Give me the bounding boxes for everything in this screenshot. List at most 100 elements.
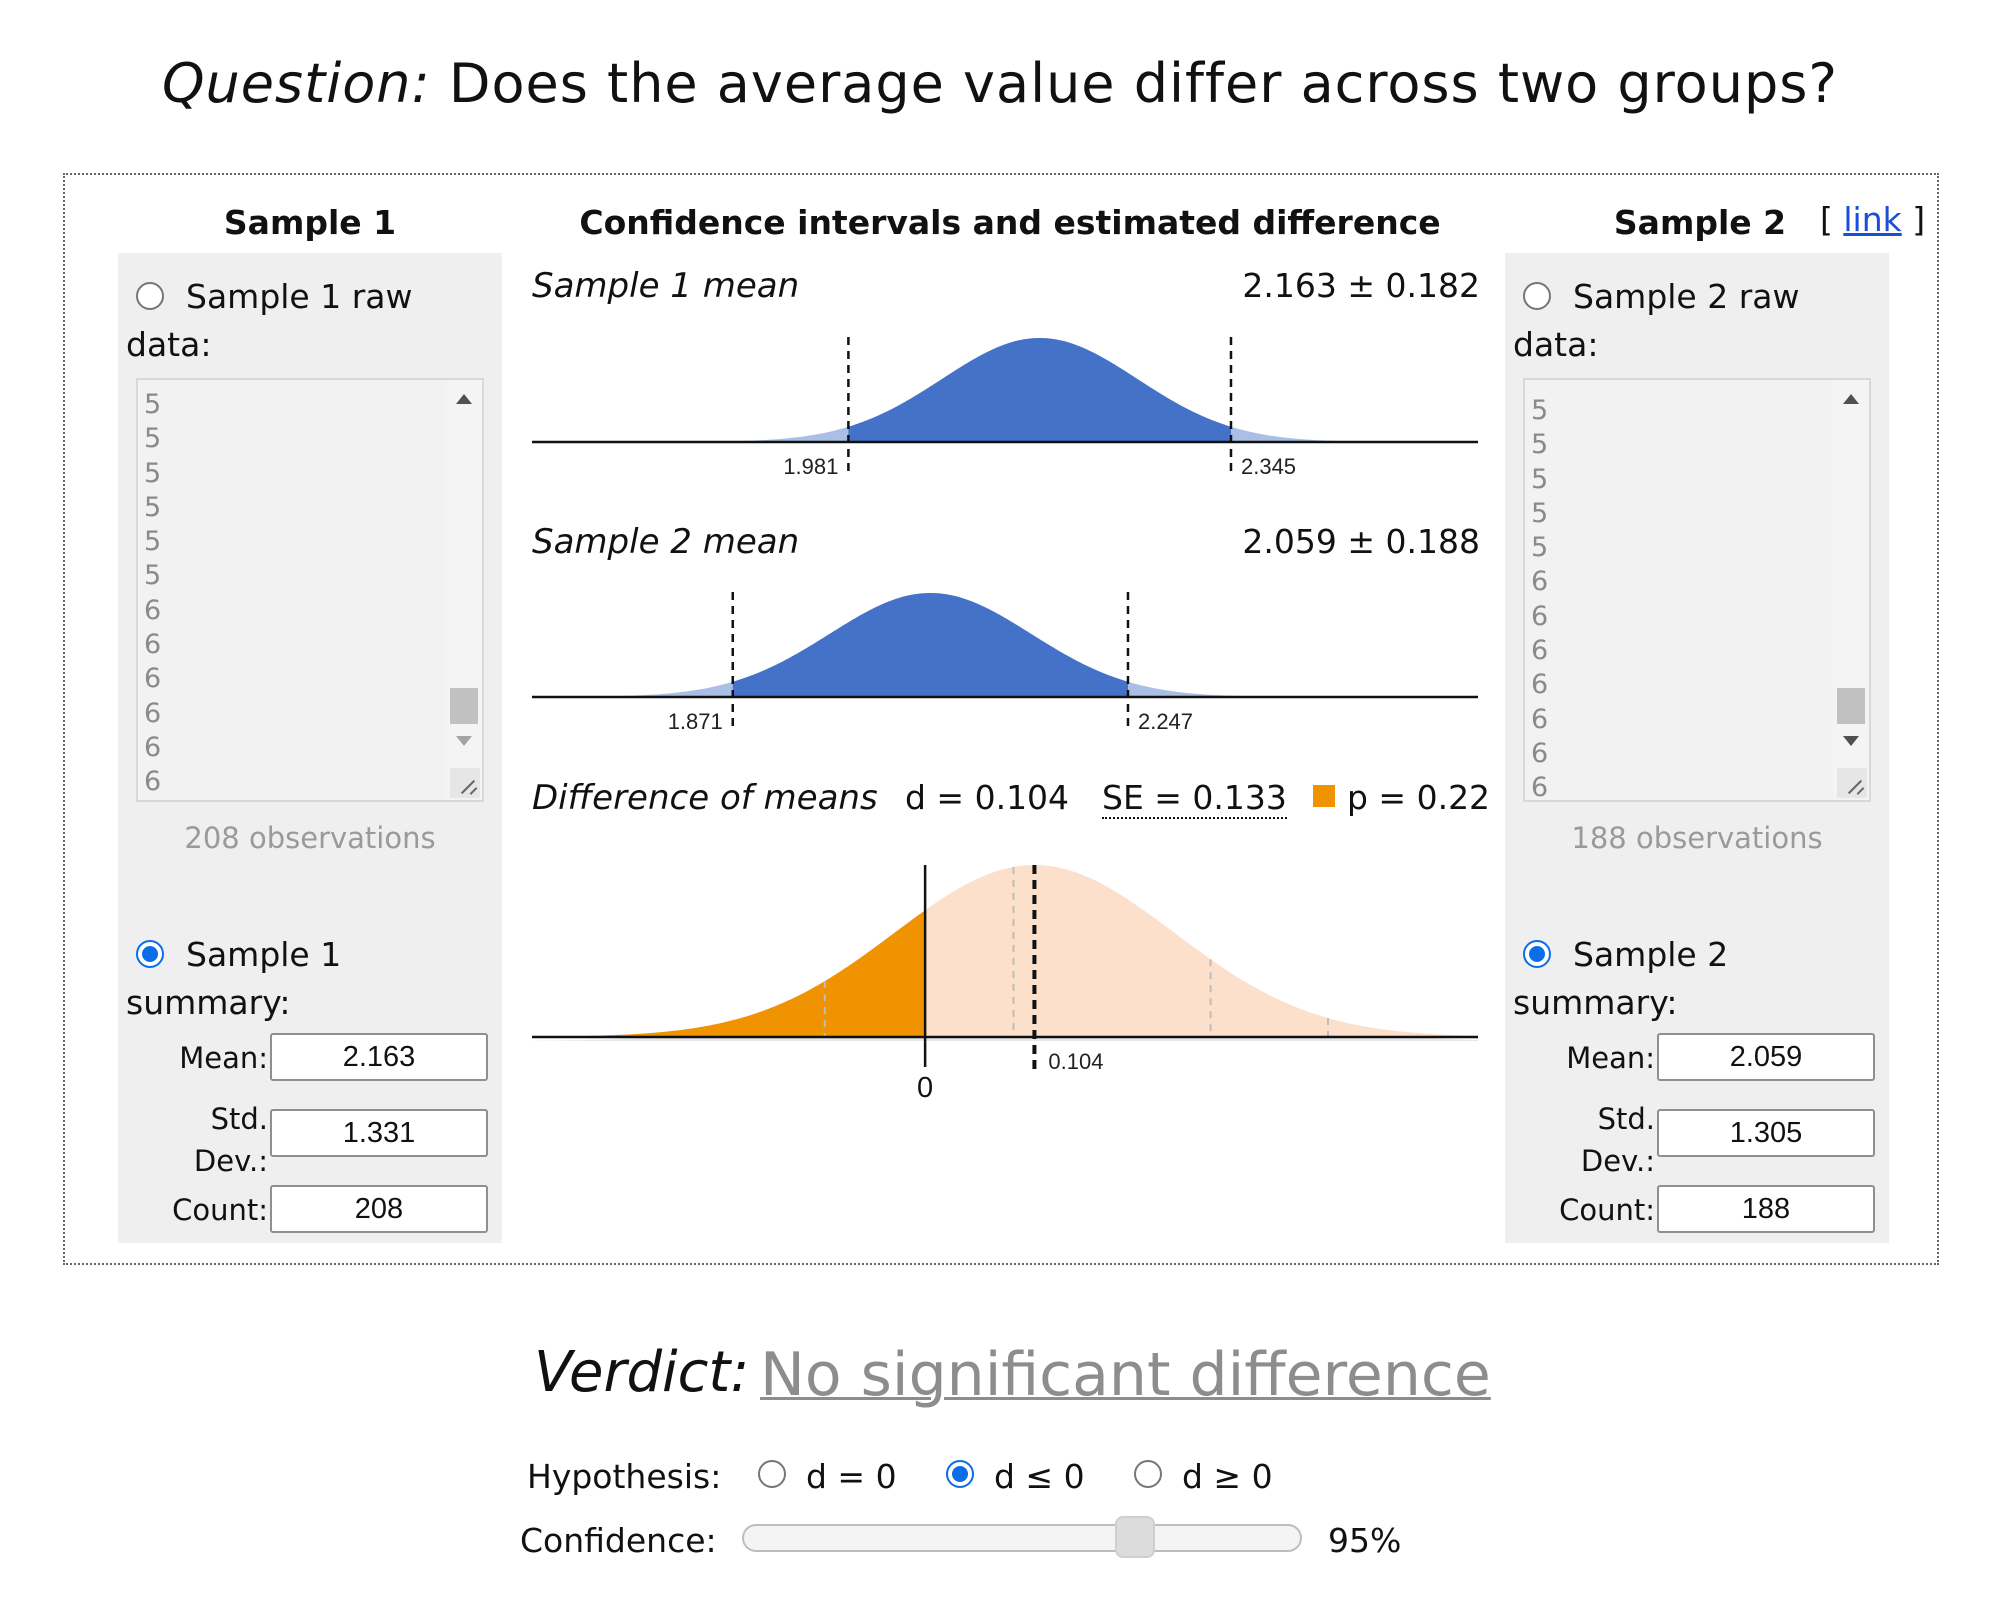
raw-line: 6 xyxy=(144,629,162,661)
sample1-mean-label: Mean: xyxy=(179,1041,268,1075)
sample2-title: Sample 2 xyxy=(1613,203,1787,242)
raw-line: 6 xyxy=(144,697,162,729)
sample1-observations: 208 observations xyxy=(184,821,436,855)
sample1-panel: Sample 1 raw data: 5 5 5 5 5 5 6 6 6 6 6… xyxy=(118,253,502,1243)
sample2-sd-label: Std. Dev.: xyxy=(1580,1102,1655,1178)
sample2-count-input[interactable]: 188 xyxy=(1657,1185,1875,1233)
question-heading: Question: Does the average value differ … xyxy=(0,52,2000,115)
analysis-box xyxy=(63,173,1939,1265)
raw-line: 6 xyxy=(144,663,162,695)
raw-line: 5 xyxy=(144,457,162,489)
se-value[interactable]: SE = 0.133 xyxy=(1102,778,1287,819)
sample1-sd-input[interactable]: 1.331 xyxy=(270,1109,488,1157)
d-estimate-label: 0.104 xyxy=(1048,1049,1103,1074)
sample1-raw-lines: 5 5 5 5 5 5 6 6 6 6 6 6 xyxy=(144,388,161,800)
raw-line: 5 xyxy=(1531,395,1549,426)
zero-label: 0 xyxy=(917,1072,933,1104)
sample1-count-input[interactable]: 208 xyxy=(270,1185,488,1233)
ci-bound-label: 2.247 xyxy=(1138,709,1193,734)
sample2-mean-label: Mean: xyxy=(1566,1041,1655,1075)
sample1-sd-label: Std. Dev.: xyxy=(193,1102,268,1178)
d-value: d = 0.104 xyxy=(905,778,1070,817)
sample2-observations: 188 observations xyxy=(1571,821,1823,855)
hypothesis-radio-eq[interactable] xyxy=(758,1460,786,1488)
raw-line: 5 xyxy=(144,423,162,455)
sample2-summary-radio[interactable] xyxy=(1523,940,1551,968)
resize-grip-icon[interactable] xyxy=(450,768,480,798)
sample1-mean-value: 2.163 ± 0.182 xyxy=(1242,266,1480,305)
raw-line: 6 xyxy=(1531,703,1549,735)
sample1-raw-textarea[interactable]: 5 5 5 5 5 5 6 6 6 6 6 6 xyxy=(136,378,484,802)
center-title: Confidence intervals and estimated diffe… xyxy=(579,203,1441,242)
ci-area xyxy=(848,338,1231,442)
confidence-slider[interactable] xyxy=(742,1524,1302,1552)
raw-line: 6 xyxy=(144,731,162,763)
link-bracket: [ xyxy=(1820,200,1833,239)
sample2-raw-radio[interactable] xyxy=(1523,282,1551,310)
raw-line: 6 xyxy=(144,594,162,626)
p-text: p = 0.22 xyxy=(1347,778,1491,817)
sample1-scrollbar[interactable] xyxy=(446,380,482,800)
scroll-down-icon[interactable] xyxy=(456,736,472,746)
scroll-up-icon[interactable] xyxy=(456,394,472,404)
link-anchor[interactable]: link xyxy=(1843,200,1902,239)
ci-bound-label: 1.871 xyxy=(668,709,723,734)
p-value: p = 0.22 xyxy=(1313,778,1490,817)
sample1-raw-radio[interactable] xyxy=(136,282,164,310)
raw-line: 5 xyxy=(1531,429,1549,461)
sample2-raw-label: Sample 2 raw data: xyxy=(1513,277,1800,364)
raw-line: 6 xyxy=(1531,737,1549,769)
scroll-down-icon[interactable] xyxy=(1843,736,1859,746)
scroll-up-icon[interactable] xyxy=(1843,394,1859,404)
hypothesis-radio-ge[interactable] xyxy=(1134,1460,1162,1488)
raw-line: 5 xyxy=(144,560,162,592)
raw-line: 6 xyxy=(1531,635,1549,667)
sample2-mean-value: 2.059 ± 0.188 xyxy=(1242,522,1480,561)
difference-label: Difference of means xyxy=(532,778,878,818)
hypothesis-option-le[interactable]: d ≤ 0 xyxy=(994,1457,1085,1496)
sample2-summary-label: Sample 2 summary: xyxy=(1513,935,1729,1022)
ci-bound-label: 1.981 xyxy=(783,454,838,479)
raw-line: 5 xyxy=(144,491,162,523)
raw-line: 6 xyxy=(144,766,162,798)
hypothesis-radio-le[interactable] xyxy=(946,1460,974,1488)
sample1-mean-label: Sample 1 mean xyxy=(532,266,800,306)
sample2-raw-lines: 5 5 5 5 5 6 6 6 6 6 6 6 xyxy=(1531,394,1549,802)
confidence-slider-thumb[interactable] xyxy=(1115,1516,1156,1558)
question-prefix: Question: xyxy=(161,52,431,115)
sample1-count-label: Count: xyxy=(172,1193,268,1227)
raw-line: 6 xyxy=(1531,566,1549,598)
confidence-value: 95% xyxy=(1328,1521,1402,1560)
sample1-summary-label: Sample 1 summary: xyxy=(126,935,342,1022)
sample2-mean-input[interactable]: 2.059 xyxy=(1657,1033,1875,1081)
raw-line: 5 xyxy=(144,526,162,558)
raw-line: 6 xyxy=(1531,600,1549,632)
ci-bound-label: 2.345 xyxy=(1241,454,1296,479)
sample2-scrollbar[interactable] xyxy=(1833,380,1869,800)
sample2-sd-input[interactable]: 1.305 xyxy=(1657,1109,1875,1157)
resize-grip-icon[interactable] xyxy=(1837,768,1867,798)
raw-line: 6 xyxy=(1531,669,1549,701)
p-swatch-icon xyxy=(1313,785,1335,807)
verdict-text[interactable]: No significant difference xyxy=(760,1340,1491,1410)
scroll-thumb[interactable] xyxy=(1837,688,1865,724)
raw-line: 5 xyxy=(1531,532,1549,564)
hypothesis-label: Hypothesis: xyxy=(527,1457,722,1496)
sample2-count-label: Count: xyxy=(1559,1193,1655,1227)
p-value-region xyxy=(532,910,926,1037)
hypothesis-option-eq[interactable]: d = 0 xyxy=(806,1457,897,1496)
raw-line: 6 xyxy=(1531,772,1549,802)
sample1-mean-input[interactable]: 2.163 xyxy=(270,1033,488,1081)
difference-area xyxy=(532,865,1478,1037)
confidence-label: Confidence: xyxy=(520,1521,717,1560)
sample2-raw-textarea[interactable]: 5 5 5 5 5 6 6 6 6 6 6 6 xyxy=(1523,378,1871,802)
sample1-summary-radio[interactable] xyxy=(136,940,164,968)
ci-area xyxy=(732,593,1128,697)
sample1-raw-label: Sample 1 raw data: xyxy=(126,277,413,364)
scroll-thumb[interactable] xyxy=(450,688,478,724)
raw-line: 5 xyxy=(144,389,162,420)
hypothesis-option-ge[interactable]: d ≥ 0 xyxy=(1182,1457,1273,1496)
link-bracket: ] xyxy=(1912,200,1926,239)
sample1-title: Sample 1 xyxy=(223,203,397,242)
